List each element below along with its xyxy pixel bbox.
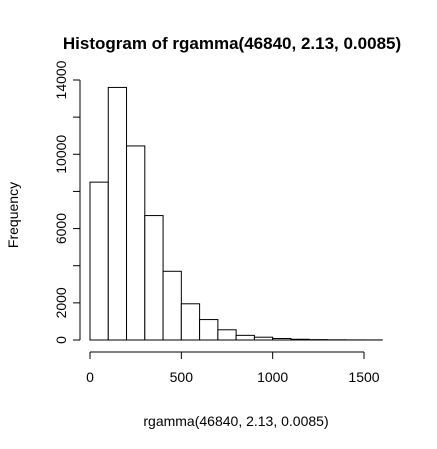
histogram-bar [199, 319, 219, 341]
histogram-bar [107, 86, 128, 341]
histogram-bar [290, 338, 310, 341]
y-tick-label: 6000 [53, 213, 69, 244]
bars-group [89, 86, 383, 341]
y-tick-label: 0 [53, 336, 69, 344]
histogram-bar [217, 329, 237, 341]
histogram-bar [126, 145, 146, 341]
x-tick-label: 1000 [257, 369, 288, 385]
x-axis: 0 500 1000 1500 [86, 351, 380, 385]
x-tick-label: 500 [170, 369, 194, 385]
x-tick-label: 1500 [348, 369, 379, 385]
y-axis: 0 2000 6000 10000 14000 [53, 60, 81, 344]
histogram-bar [162, 270, 182, 341]
chart-title: Histogram of rgamma(46840, 2.13, 0.0085) [63, 34, 401, 53]
histogram-bar [272, 338, 292, 341]
histogram-bar [180, 303, 201, 341]
y-axis-label: Frequency [5, 182, 21, 248]
histogram-bar [144, 215, 164, 341]
histogram-bar [89, 181, 109, 341]
histogram-bar [253, 336, 274, 341]
histogram-bar [235, 334, 255, 341]
y-tick-label: 2000 [53, 287, 69, 318]
x-tick-label: 0 [86, 369, 94, 385]
y-tick-label: 14000 [53, 60, 69, 99]
x-axis-label: rgamma(46840, 2.13, 0.0085) [143, 413, 328, 429]
y-tick-label: 10000 [53, 135, 69, 174]
